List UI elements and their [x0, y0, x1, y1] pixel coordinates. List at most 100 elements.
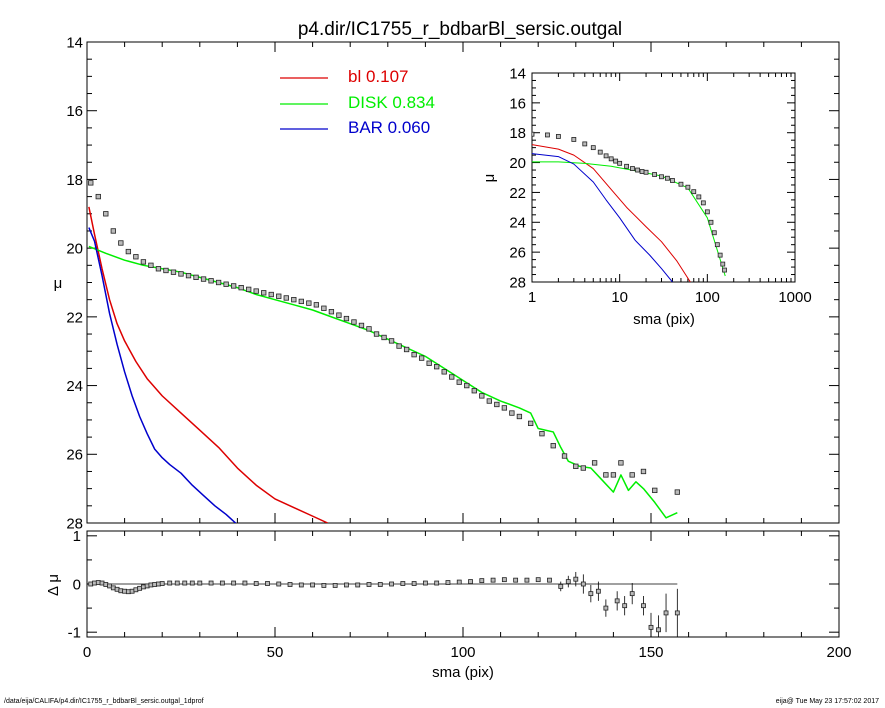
- inset-series: [532, 131, 727, 282]
- residual-point: [547, 577, 552, 583]
- data-point: [486, 398, 492, 404]
- residual-point: [298, 582, 304, 588]
- inset-line-bl: [532, 144, 691, 282]
- data-point: [426, 360, 432, 366]
- data-point: [516, 413, 523, 420]
- data-point: [193, 274, 199, 280]
- residual-point: [524, 577, 530, 583]
- inset-data-point: [613, 158, 619, 164]
- data-point: [118, 240, 124, 246]
- data-point: [261, 290, 267, 296]
- data-point: [441, 369, 447, 375]
- data-point: [373, 331, 380, 337]
- x-tick-label: 200: [826, 644, 851, 661]
- data-point: [246, 286, 252, 293]
- data-point: [580, 465, 586, 471]
- residual-point: [321, 583, 327, 588]
- residual-point: [603, 605, 609, 611]
- data-point: [629, 472, 635, 478]
- residual-point: [242, 580, 248, 586]
- residual-y-axis-label: Δ μ: [45, 574, 62, 596]
- data-point: [539, 431, 545, 437]
- residual-point: [468, 579, 473, 584]
- inset-data-point: [720, 261, 726, 267]
- residual-point: [422, 580, 428, 586]
- y-tick-label: 22: [509, 185, 526, 202]
- y-tick-label: 24: [66, 378, 83, 395]
- data-point: [411, 351, 417, 358]
- y-tick-label: 14: [509, 65, 526, 82]
- y-tick-label: 26: [509, 245, 526, 262]
- data-point: [185, 272, 192, 279]
- y-tick-label: 14: [66, 34, 83, 51]
- inset-data-point: [582, 141, 588, 147]
- inset-data-point: [603, 153, 609, 159]
- y-tick-label: 18: [509, 125, 526, 142]
- data-point: [358, 322, 365, 329]
- residual-point: [456, 579, 462, 585]
- residual-point: [558, 584, 564, 589]
- data-point: [603, 472, 609, 478]
- data-point: [125, 248, 132, 255]
- inset-data-point: [678, 181, 684, 187]
- data-point: [494, 401, 500, 408]
- legend-label-bl: bl 0.107: [348, 67, 409, 86]
- residual-point: [648, 624, 654, 630]
- data-point: [253, 288, 259, 294]
- inset-data-point: [652, 172, 657, 177]
- inset-data-point: [635, 167, 640, 173]
- x-tick-label: 150: [638, 644, 663, 661]
- residual-point: [366, 582, 372, 587]
- inset-data-point: [624, 163, 630, 169]
- inset-line-bar: [532, 153, 673, 282]
- data-point: [464, 382, 470, 389]
- residual-point: [208, 580, 214, 586]
- residual-point: [287, 582, 293, 587]
- residual-point: [663, 610, 669, 616]
- residual-point: [573, 576, 579, 582]
- inset-data-point: [685, 184, 691, 190]
- data-point: [449, 374, 455, 380]
- inset-plot-panel: 1 10 100 1000 14 16 18 20 22 24 26 28 sma (pix) μ: [481, 65, 812, 328]
- data-point: [652, 487, 658, 494]
- residual-point: [253, 581, 259, 586]
- data-point: [291, 297, 297, 303]
- series-line-disk: [88, 245, 678, 519]
- y-tick-label: 0: [73, 576, 81, 593]
- residual-point: [479, 578, 485, 584]
- data-point: [674, 489, 680, 495]
- residual-point: [159, 581, 165, 586]
- residual-point: [434, 580, 440, 586]
- residual-point: [182, 580, 188, 586]
- data-point: [276, 293, 282, 299]
- residual-point: [445, 580, 451, 585]
- residual-point: [513, 577, 519, 583]
- data-point: [200, 276, 207, 282]
- inset-data-point: [597, 149, 603, 155]
- y-axis-label: μ: [54, 275, 63, 292]
- residual-point: [231, 580, 237, 586]
- inset-data-point: [700, 200, 706, 206]
- data-point: [223, 281, 229, 287]
- data-point: [170, 269, 177, 275]
- inset-data-point: [617, 160, 623, 166]
- data-point: [103, 211, 109, 217]
- footer-path: /data/eija/CALIFA/p4.dir/IC1755_r_bdbarB…: [4, 698, 204, 705]
- inset-line-disk: [532, 161, 726, 277]
- legend-label-disk: DISK 0.834: [348, 93, 435, 112]
- data-point: [95, 193, 101, 200]
- legend: bl 0.107 DISK 0.834 BAR 0.060: [280, 67, 435, 137]
- chart-title: p4.dir/IC1755_r_bdbarBl_sersic.outgal: [298, 19, 622, 40]
- inset-data-point: [643, 169, 649, 175]
- residual-point: [622, 603, 628, 609]
- y-tick-label: 26: [66, 447, 83, 464]
- data-point: [528, 420, 534, 427]
- data-point: [610, 472, 617, 478]
- residual-point: [310, 582, 316, 588]
- residual-point: [501, 577, 507, 583]
- residual-point: [344, 582, 349, 588]
- y-tick-label: 28: [509, 274, 526, 291]
- main-series: [88, 180, 680, 523]
- inset-data-point: [532, 131, 535, 137]
- x-tick-label: 1000: [778, 289, 811, 306]
